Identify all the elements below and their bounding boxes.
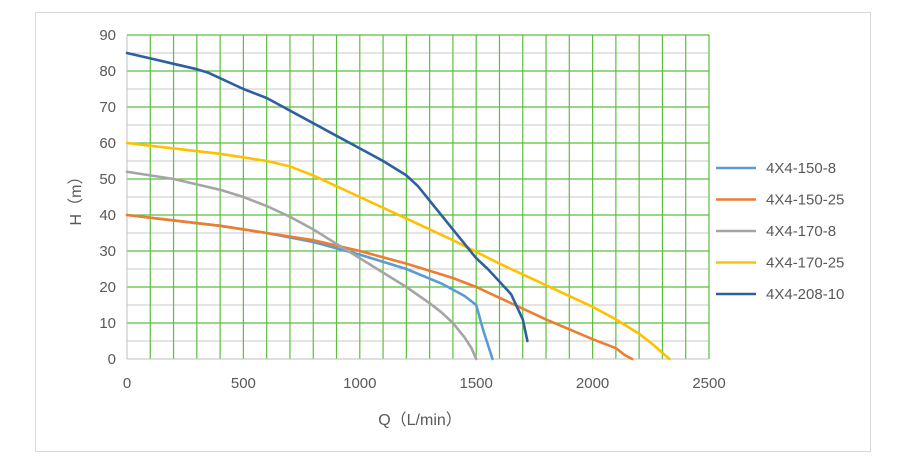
minor-grid (127, 52, 709, 342)
series-layer (125, 51, 671, 361)
y-axis-title: H（m） (67, 169, 85, 226)
y-tick-label: 80 (99, 63, 116, 80)
y-tick-labels: 0 10 20 30 40 50 60 70 80 90 (99, 27, 116, 368)
x-tick-label: 500 (231, 375, 256, 392)
y-tick-label: 30 (99, 243, 116, 260)
series-line (125, 51, 529, 343)
x-tick-label: 2500 (692, 375, 725, 392)
y-tick-label: 0 (108, 351, 116, 368)
x-tick-label: 0 (123, 375, 131, 392)
series-line (125, 170, 478, 361)
x-tick-label: 1500 (460, 375, 493, 392)
axes (126, 35, 709, 360)
y-tick-label: 50 (99, 171, 116, 188)
legend-label: 4X4-170-8 (766, 223, 836, 240)
y-tick-label: 20 (99, 279, 116, 296)
x-axis-title: Q（L/min） (378, 411, 462, 429)
y-tick-label: 10 (99, 315, 116, 332)
chart-svg: 0 500 1000 1500 2000 2500 0 10 20 30 40 50 60 70 80 90… (67, 27, 844, 429)
y-tick-label: 90 (99, 27, 116, 44)
x-tick-label: 2000 (576, 375, 609, 392)
legend-label: 4X4-170-25 (766, 255, 844, 272)
series-line (125, 213, 634, 361)
legend-label: 4X4-150-25 (766, 192, 844, 209)
y-tick-label: 40 (99, 207, 116, 224)
x-tick-label: 1000 (343, 375, 376, 392)
legend-label: 4X4-208-10 (766, 286, 844, 303)
x-tick-labels: 0 500 1000 1500 2000 2500 (123, 375, 726, 392)
series-line (125, 141, 671, 361)
y-tick-label: 70 (99, 99, 116, 116)
legend-label: 4X4-150-8 (766, 160, 836, 177)
legend: 4X4-150-8 4X4-150-25 4X4-170-8 4X4-170-25 4X… (716, 160, 844, 303)
y-tick-label: 60 (99, 135, 116, 152)
chart-frame: 0 500 1000 1500 2000 2500 0 10 20 30 40 50 60 70 80 90… (35, 12, 871, 452)
